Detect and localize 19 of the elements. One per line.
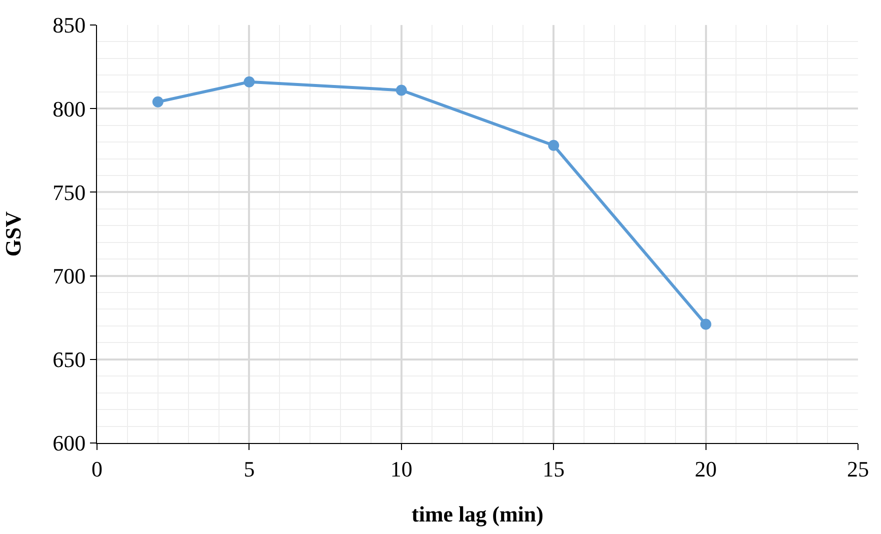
x-axis-title: time lag (min) bbox=[412, 501, 544, 526]
x-tick-label: 25 bbox=[847, 456, 869, 482]
y-tick-label: 700 bbox=[52, 264, 86, 288]
y-tick-label: 750 bbox=[52, 180, 86, 205]
x-tick-label: 0 bbox=[92, 456, 102, 482]
y-axis-title: GSV bbox=[0, 211, 26, 257]
y-tick-label: 600 bbox=[52, 430, 86, 456]
y-tick-label: 650 bbox=[52, 347, 86, 372]
point bbox=[548, 140, 560, 151]
x-tick-label: 10 bbox=[390, 456, 412, 482]
point bbox=[396, 84, 407, 96]
x-tick-label: 5 bbox=[244, 456, 255, 482]
y-tick-label: 850 bbox=[52, 12, 86, 38]
x-tick-label: 20 bbox=[694, 456, 717, 482]
point bbox=[244, 76, 255, 88]
y-tick-label: 800 bbox=[52, 96, 86, 122]
x-tick-label: 15 bbox=[542, 456, 565, 482]
point bbox=[700, 318, 712, 330]
point bbox=[152, 96, 164, 108]
